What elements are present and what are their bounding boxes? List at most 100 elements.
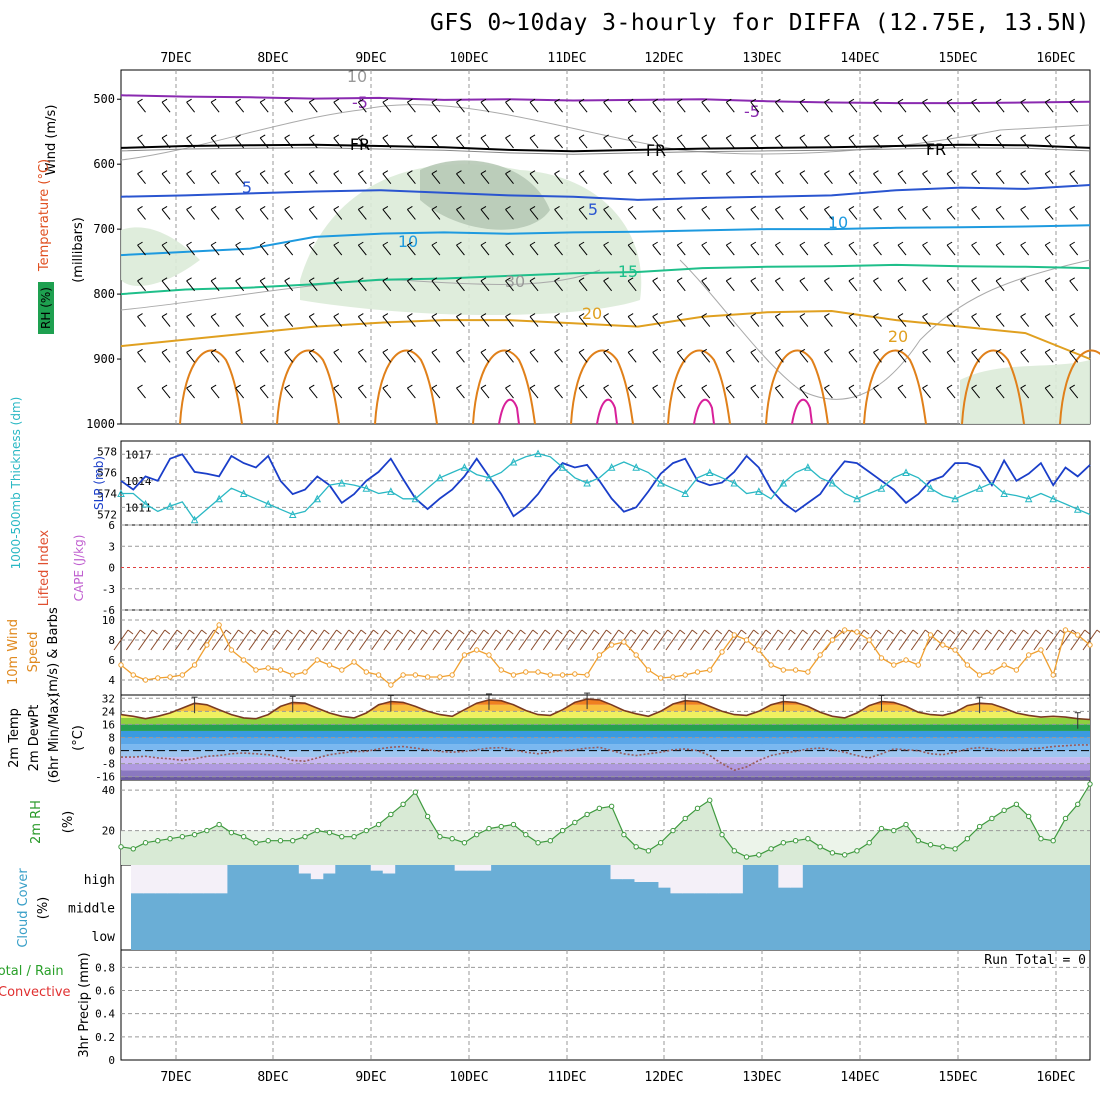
temp-band-8 [121, 724, 1090, 731]
surface-wind-barb-flag [716, 629, 723, 635]
wind-barb [259, 173, 269, 184]
wind-barb [456, 101, 465, 113]
thickness-marker [534, 449, 542, 458]
wind-barb-flag [407, 98, 413, 103]
wind-speed-point [768, 662, 774, 668]
surface-wind-barb [113, 629, 129, 651]
wind-barb [897, 387, 907, 399]
wind-barb-flag [652, 384, 658, 389]
wind-barb-flag [578, 277, 585, 282]
surface-wind-barb [1070, 629, 1086, 651]
axis-label-rh-unit: (%) [61, 811, 76, 834]
wind-barb-flag [505, 205, 511, 210]
axis-label-temp-unit: (°C) [71, 725, 86, 751]
rh-point [1025, 813, 1032, 820]
wind-barb [186, 209, 195, 220]
surface-wind-barb [407, 629, 423, 651]
wind-barb [725, 101, 735, 113]
wind-barb [1020, 209, 1030, 220]
wind-barb-flag [382, 277, 389, 282]
wind-barb-flag [480, 277, 487, 282]
thickness-marker [583, 478, 591, 487]
wind-barb-flag [971, 134, 977, 139]
wind-barb [725, 280, 735, 292]
wind-barb [1020, 351, 1030, 363]
rh-point [191, 831, 198, 838]
wind-barb-flag [529, 277, 536, 282]
surface-wind-barb [457, 629, 472, 651]
rh-legend-swatch [38, 282, 54, 334]
wind-barb-flag [726, 348, 732, 353]
cloud-clear-high [382, 865, 396, 874]
y-tick-label-pressure: 500 [93, 92, 115, 106]
rh-point [989, 815, 995, 822]
y-tick-label-temp: 24 [102, 705, 116, 718]
surface-wind-barb [138, 629, 153, 651]
wind-speed-point [866, 637, 872, 643]
wind-barb-flag [848, 241, 855, 246]
wind-barb-flag [701, 384, 708, 389]
surface-wind-barb-flag [139, 629, 146, 635]
wind-speed-point [265, 665, 271, 671]
wind-barb-flag [824, 205, 830, 210]
cloud-clear-high [622, 865, 635, 880]
surface-wind-barb-flag [986, 629, 992, 635]
rh-point [1062, 815, 1069, 822]
wind-barb [456, 280, 465, 292]
cloud-clear-high [646, 865, 659, 882]
surface-wind-barb [775, 629, 791, 651]
rh-point [829, 850, 836, 856]
wind-barb [946, 387, 956, 399]
surface-wind-barb [800, 629, 816, 651]
wind-speed-point [437, 674, 443, 680]
axis-label-cape: CAPE (J/kg) [72, 535, 86, 602]
wind-barb [137, 173, 146, 184]
wind-barb [627, 387, 637, 399]
wind-barb [210, 244, 220, 256]
wind-barb-flag [971, 313, 977, 317]
surface-wind-barb-flag [422, 629, 428, 635]
wind-barb [603, 351, 613, 363]
y-tick-label-pressure: 600 [93, 157, 115, 171]
wind-barb-flag [1044, 348, 1051, 353]
surface-wind-barb [665, 629, 681, 651]
wind-barb [235, 351, 245, 363]
wind-barb [1044, 209, 1054, 220]
cloud-clear-high [730, 865, 743, 894]
wind-speed-point [474, 647, 480, 653]
wind-barb [554, 137, 563, 149]
wind-barb-flag [824, 241, 830, 246]
surface-wind-barb-flag [642, 629, 649, 635]
wind-barb [357, 101, 367, 113]
x-tick-label-bottom: 13DEC [742, 1070, 781, 1085]
thickness-marker [387, 487, 395, 495]
x-tick-label-top: 8DEC [257, 51, 288, 66]
wind-speed-point [130, 672, 136, 678]
slp-line [120, 453, 1091, 518]
orange-contour-7 [863, 349, 927, 425]
wind-barb [1069, 316, 1079, 327]
wind-barb [456, 173, 465, 184]
temp-band-3 [121, 757, 1090, 764]
wind-barb [406, 280, 416, 292]
wind-barb [873, 173, 882, 184]
wind-barb [1044, 137, 1054, 149]
surface-wind-barb [285, 629, 301, 651]
wind-barb [1069, 351, 1079, 363]
wind-barb [676, 137, 686, 149]
wind-barb-flag [259, 98, 266, 103]
wind-barb [161, 137, 171, 149]
wind-barb-flag [308, 134, 315, 139]
rh-point [657, 840, 664, 846]
wind-barb-flag [210, 348, 217, 353]
wind-barb [333, 101, 343, 113]
wind-barb-flag [186, 170, 192, 175]
wind-barb [603, 173, 613, 184]
surface-wind-barb-flag [127, 629, 134, 635]
wind-barb [161, 173, 171, 184]
wind-barb-flag [1044, 134, 1051, 139]
wind-barb-flag [726, 384, 732, 389]
y-tick-label-precip: 0.2 [95, 1031, 115, 1044]
wind-barb-flag [701, 98, 708, 103]
wind-barb [505, 351, 514, 363]
